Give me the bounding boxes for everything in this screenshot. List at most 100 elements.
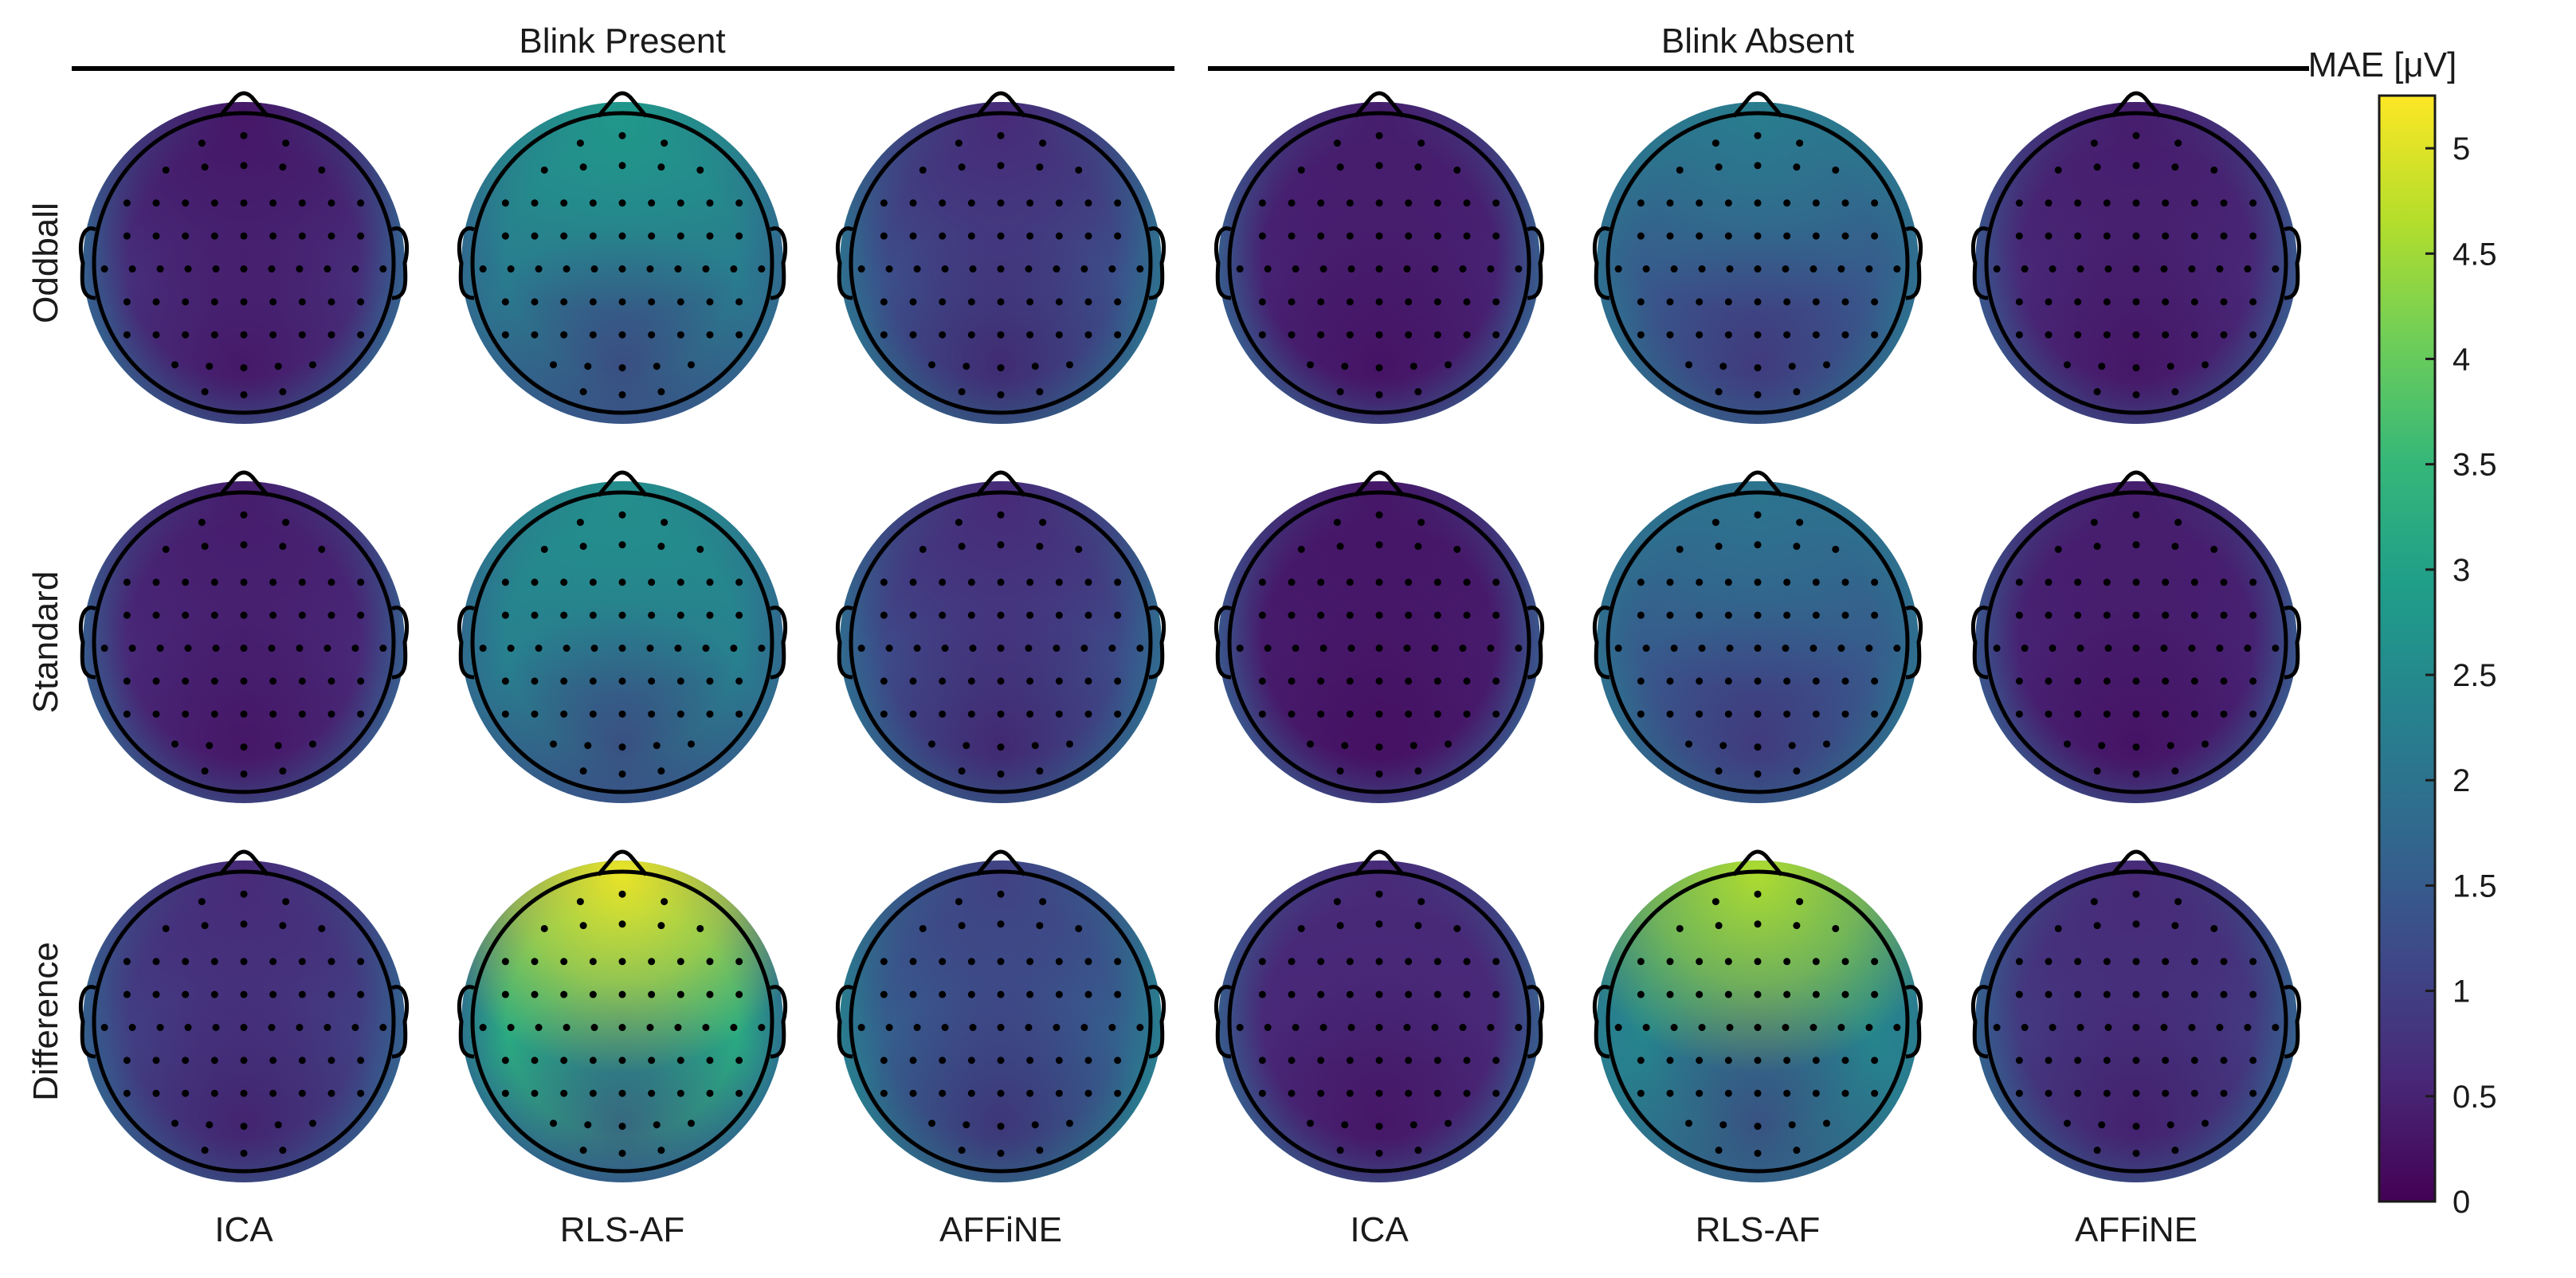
electrode-dot [880, 298, 888, 306]
electrode-dot [2190, 1089, 2198, 1097]
topomap-grid [78, 91, 2302, 1182]
electrode-dot [997, 511, 1005, 519]
electrode-dot [1375, 958, 1383, 966]
electrode-dot [327, 331, 335, 339]
electrode-dot [880, 578, 888, 586]
electrode-dot [2249, 232, 2257, 240]
electrode-dot [296, 1024, 304, 1032]
electrode-dot [1666, 677, 1674, 685]
electrode-dot [308, 361, 316, 369]
head-outline [1984, 111, 2288, 415]
nose [597, 91, 648, 118]
electrode-dot [676, 232, 684, 240]
electrode-dot [1375, 1024, 1383, 1032]
electrode-dot [2174, 898, 2182, 906]
electrode-dot [676, 578, 684, 586]
electrode-dot [2220, 1057, 2228, 1064]
electrode-dot [657, 767, 665, 775]
electrode-dot [1410, 1121, 1417, 1129]
electrode-dot [1055, 710, 1063, 718]
electrode-dot [1719, 363, 1727, 370]
electrode-dot [702, 265, 710, 273]
electrode-dot [584, 363, 592, 370]
electrode-dot [1080, 1024, 1088, 1032]
electrode-dot [2132, 364, 2140, 372]
electrode-dot [1726, 1024, 1734, 1032]
electrode-dot [735, 298, 743, 306]
electrode-dot [1726, 265, 1734, 273]
right-ear [1904, 226, 1923, 300]
right-ear [1904, 985, 1923, 1059]
electrode-dot [1405, 1057, 1413, 1064]
electrode-dot [327, 1089, 335, 1097]
electrode-dot [1487, 265, 1495, 273]
head-outline [1984, 490, 2288, 794]
electrode-dot [123, 199, 131, 207]
electrode-dot [706, 199, 714, 207]
electrode-dot [997, 390, 1005, 398]
electrode-dot [1317, 232, 1325, 240]
nose [218, 91, 269, 118]
electrode-dot [618, 920, 626, 928]
electrode-dot [885, 645, 893, 653]
electrode-dot [967, 578, 975, 586]
electrode-dot [2074, 298, 2082, 306]
electrode-dot [589, 578, 597, 586]
topomap-frontal [1218, 481, 1540, 803]
electrode-dot [967, 232, 975, 240]
electrode-dot [2015, 990, 2023, 998]
electrode-dot [1433, 677, 1441, 685]
topomap-frontal [461, 481, 783, 803]
electrode-dot [646, 645, 654, 653]
electrode-dot [1515, 645, 1523, 653]
electrode-dot [1341, 742, 1349, 750]
electrode-dot [2132, 131, 2140, 139]
electrode-dot [919, 924, 927, 932]
electrode-dot [1346, 232, 1354, 240]
electrode-dot [1375, 265, 1383, 273]
electrode-dot [2074, 331, 2082, 339]
electrode-dot [1637, 331, 1645, 339]
electrode-dot [1993, 265, 2001, 273]
electrode-dot [1793, 388, 1801, 396]
right-ear [2283, 985, 2302, 1059]
electrode-dot [1666, 331, 1674, 339]
electrode-dot [1783, 958, 1791, 966]
electrode-dot [269, 298, 277, 306]
electrode-dot [1754, 890, 1762, 898]
electrode-dot [152, 298, 160, 306]
electrode-dot [501, 611, 509, 619]
electrode-dot [1297, 545, 1305, 553]
electrode-dot [589, 298, 597, 306]
electrode-dot [1696, 958, 1704, 966]
electrode-dot [240, 958, 248, 966]
electrode-dot [1317, 710, 1325, 718]
electrode-dot [1433, 958, 1441, 966]
electrode-dot [1444, 1119, 1452, 1127]
electrode-dot [967, 710, 975, 718]
topomap [457, 470, 788, 803]
electrode-dot [1026, 1057, 1034, 1064]
electrode-dot [939, 578, 947, 586]
electrode-dot [501, 578, 509, 586]
electrode-dot [1783, 578, 1791, 586]
electrode-dot [676, 1057, 684, 1064]
electrode-dot [1319, 1024, 1327, 1032]
electrode-dot [2045, 1089, 2053, 1097]
electrode-dot [1754, 958, 1762, 966]
electrode-dot [1809, 265, 1817, 273]
electrode-dot [531, 199, 539, 207]
electrode-dot [210, 331, 218, 339]
electrode-dot [1724, 1089, 1732, 1097]
electrode-dot [184, 265, 192, 273]
electrode-dot [2103, 990, 2111, 998]
electrode-dot [1782, 1024, 1790, 1032]
head-outline [1606, 111, 1910, 415]
right-ear [1526, 606, 1545, 680]
electrode-dot [1026, 611, 1034, 619]
electrode-dot [351, 265, 359, 273]
nose [1732, 91, 1783, 118]
electrode-dot [2015, 331, 2023, 339]
electrode-dot [939, 298, 947, 306]
electrode-dot [1036, 1147, 1044, 1155]
